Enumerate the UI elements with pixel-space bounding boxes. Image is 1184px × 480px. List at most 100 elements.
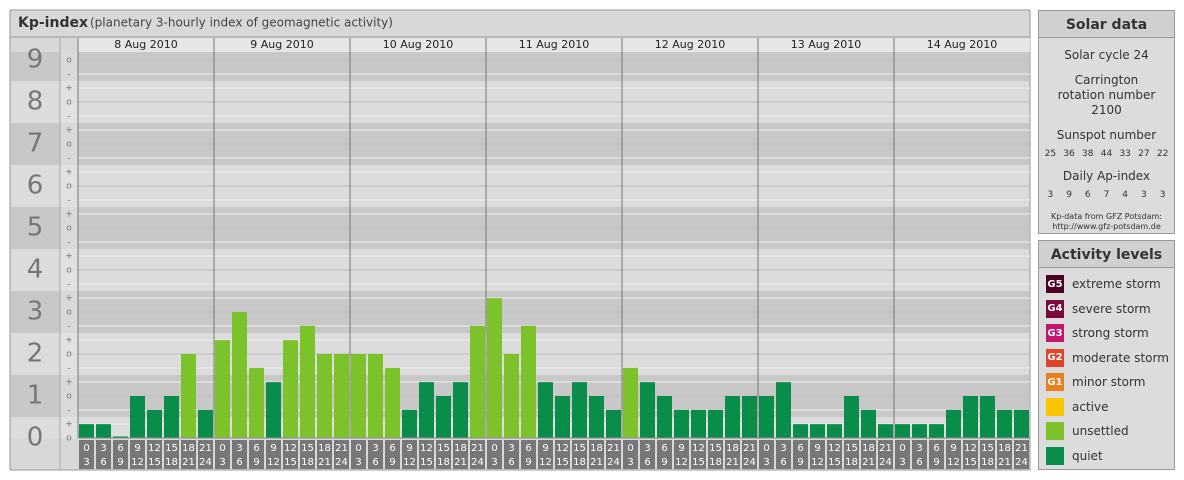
hour-start-label: 12	[964, 443, 977, 454]
bar	[674, 409, 689, 438]
y-minor-label: +	[65, 126, 73, 136]
bar	[232, 312, 247, 438]
hour-end-label: 21	[454, 457, 467, 468]
ap-value: 7	[1103, 190, 1110, 200]
y-tick-label: 4	[27, 255, 44, 285]
ap-value: 6	[1084, 190, 1091, 200]
hour-start-label: 18	[862, 443, 875, 454]
bar	[878, 424, 893, 438]
y-minor-label: o	[66, 392, 72, 402]
hour-cell	[1014, 440, 1029, 469]
hour-cell	[521, 440, 536, 469]
hour-start-label: 6	[933, 443, 939, 454]
legend-label: active	[1072, 399, 1109, 414]
hour-end-label: 9	[253, 457, 259, 468]
hour-cell	[963, 440, 978, 469]
hour-cell	[181, 440, 196, 469]
legend-swatch: G4	[1046, 299, 1064, 318]
legend-item: G5 extreme storm	[1039, 272, 1174, 297]
hour-end-label: 12	[947, 457, 960, 468]
bar	[691, 409, 706, 438]
hour-cell	[300, 440, 315, 469]
hour-start-label: 3	[508, 443, 514, 454]
hour-start-label: 3	[644, 443, 650, 454]
hour-cell	[657, 440, 672, 469]
y-tick-label: 1	[27, 381, 44, 411]
date-label: 11 Aug 2010	[519, 38, 589, 51]
y-minor-label: o	[66, 350, 72, 360]
ap-value: 3	[1141, 190, 1147, 200]
hour-start-label: 9	[950, 443, 956, 454]
bar	[997, 409, 1012, 438]
bar	[589, 396, 604, 438]
hour-end-label: 6	[916, 457, 922, 468]
hour-cell	[130, 440, 145, 469]
bar	[283, 340, 298, 438]
hour-start-label: 9	[542, 443, 548, 454]
bar	[759, 396, 774, 438]
hour-start-label: 0	[83, 443, 89, 454]
hour-cell	[640, 440, 655, 469]
bar	[929, 424, 944, 438]
bar	[317, 354, 332, 438]
bar	[623, 367, 638, 438]
hour-cell	[980, 440, 995, 469]
date-label: 10 Aug 2010	[383, 38, 453, 51]
hour-cell	[317, 440, 332, 469]
bar	[810, 424, 825, 438]
bar	[300, 325, 315, 438]
y-minor-label: +	[65, 252, 73, 262]
hour-start-label: 15	[301, 443, 314, 454]
bar	[368, 354, 383, 438]
hour-cell	[487, 440, 502, 469]
hour-end-label: 18	[165, 457, 178, 468]
hour-cell	[844, 440, 859, 469]
hour-end-label: 3	[763, 457, 769, 468]
y-minor-label: o	[66, 140, 72, 150]
y-minor-label: -	[67, 280, 70, 290]
hour-cell	[164, 440, 179, 469]
legend-swatch: G1	[1046, 373, 1064, 392]
hour-cell	[436, 440, 451, 469]
y-minor-label: -	[67, 196, 70, 206]
bar	[895, 424, 910, 438]
bar	[1014, 409, 1029, 438]
hour-end-label: 21	[726, 457, 739, 468]
hour-end-label: 3	[899, 457, 905, 468]
legend-item: G1 minor storm	[1039, 370, 1174, 395]
hour-cell	[997, 440, 1012, 469]
hour-start-label: 9	[678, 443, 684, 454]
hour-cell	[79, 440, 94, 469]
hour-end-label: 18	[301, 457, 314, 468]
hour-end-label: 24	[1015, 457, 1028, 468]
hour-end-label: 3	[491, 457, 497, 468]
bar	[351, 354, 366, 438]
hour-end-label: 6	[508, 457, 514, 468]
hour-end-label: 9	[389, 457, 395, 468]
hour-start-label: 9	[134, 443, 140, 454]
hour-end-label: 24	[607, 457, 620, 468]
bar	[266, 382, 281, 438]
hour-end-label: 15	[692, 457, 705, 468]
date-label: 9 Aug 2010	[250, 38, 313, 51]
sunspot-title: Sunspot number	[1056, 128, 1157, 142]
hour-cell	[351, 440, 366, 469]
bar	[504, 354, 519, 438]
bar	[861, 409, 876, 438]
y-minor-label: -	[67, 70, 70, 80]
hour-end-label: 15	[556, 457, 569, 468]
sunspot-value: 36	[1063, 149, 1075, 159]
hour-start-label: 15	[437, 443, 450, 454]
bar	[776, 382, 791, 438]
bar	[844, 396, 859, 438]
y-tick-label: 7	[27, 129, 44, 159]
bar	[606, 409, 621, 438]
hour-start-label: 21	[743, 443, 756, 454]
date-label: 14 Aug 2010	[927, 38, 997, 51]
hour-cell	[725, 440, 740, 469]
carrington: Carrington rotation number 2100	[1057, 73, 1156, 117]
legend-swatch	[1046, 446, 1064, 465]
y-minor-label: -	[67, 322, 70, 332]
hour-start-label: 0	[219, 443, 225, 454]
